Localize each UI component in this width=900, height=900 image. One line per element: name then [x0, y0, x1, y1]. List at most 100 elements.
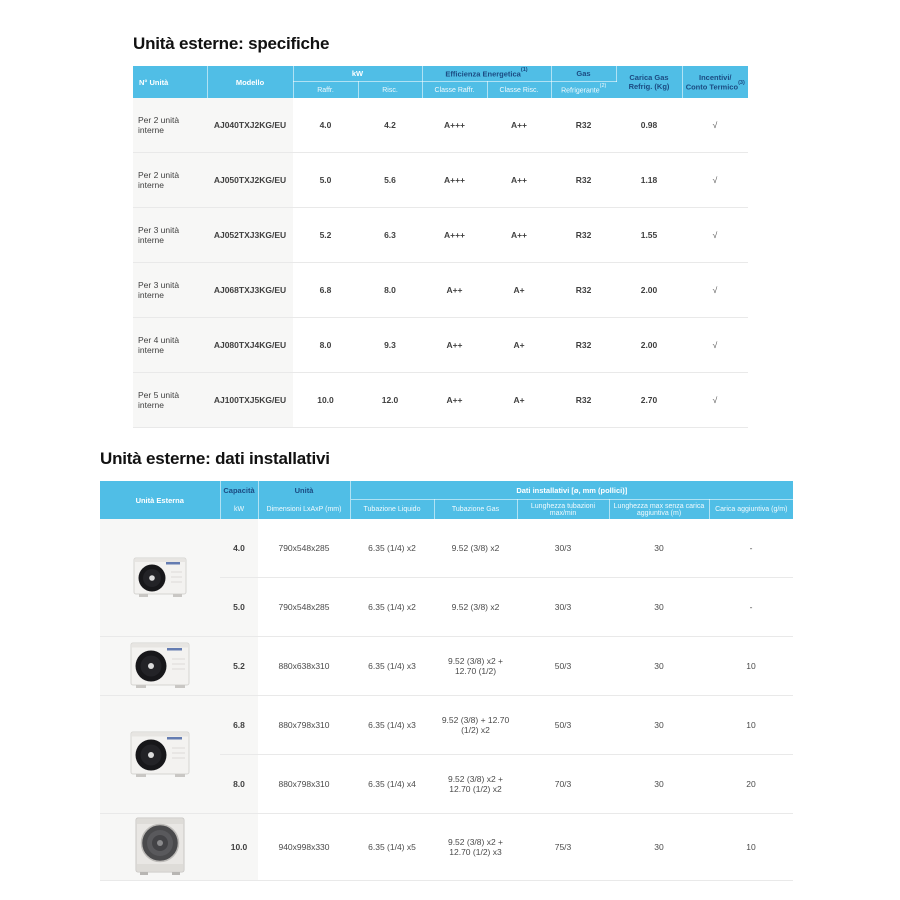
- col-header-refrigerante: Refrigerante(2): [551, 81, 616, 98]
- refrigerante-footnote: (2): [599, 83, 607, 90]
- table-cell: 6.35 (1/4) x5: [350, 813, 434, 881]
- table-cell: 9.52 (3/8) x2: [434, 577, 517, 637]
- install-table: Unità Esterna Capacità Unità Dati instal…: [100, 481, 794, 881]
- col-header-tubazione-liquido: Tubazione Liquido: [350, 499, 435, 519]
- table-cell: -: [709, 577, 794, 637]
- table-cell: A+: [487, 262, 551, 318]
- table-row: 5.0 790x548x285 6.35 (1/4) x2 9.52 (3/8) x2…: [100, 577, 794, 637]
- table-cell: 6.35 (1/4) x2: [350, 577, 434, 637]
- col-header-risc: Risc.: [358, 81, 423, 98]
- table-cell: Per 4 unità interne: [133, 317, 207, 373]
- checkmark-cell: √: [682, 372, 748, 428]
- checkmark-cell: √: [682, 98, 748, 153]
- table-cell: 30/3: [517, 519, 609, 578]
- outdoor-unit-image: [130, 731, 190, 777]
- incentivi-footnote: (3): [738, 79, 745, 86]
- table-cell: 9.52 (3/8) + 12.70 (1/2) x2: [434, 695, 517, 755]
- table-cell: 30: [609, 577, 709, 637]
- efficienza-label: Efficienza Energetica: [445, 69, 521, 79]
- table-cell: 4.0: [220, 519, 258, 578]
- table-cell: 9.52 (3/8) x2 + 12.70 (1/2) x2: [434, 754, 517, 814]
- col-group-dati-installativi: Dati installativi [ø, mm (pollici)]: [350, 481, 794, 500]
- table-cell: AJ068TXJ3KG/EU: [207, 262, 293, 318]
- install-section: Unità esterne: dati installativi Unità E…: [100, 448, 794, 881]
- table-cell: 9.3: [358, 317, 422, 373]
- table-cell: Per 3 unità interne: [133, 207, 207, 263]
- table-row: Per 4 unità interne AJ080TXJ4KG/EU 8.0 9.3 A…: [133, 317, 748, 373]
- table-cell: A++: [487, 207, 551, 263]
- table-cell: Per 5 unità interne: [133, 372, 207, 428]
- refrigerante-label: Refrigerante: [561, 87, 600, 95]
- table-cell: A++: [487, 152, 551, 208]
- table-cell: 6.35 (1/4) x2: [350, 519, 434, 578]
- outdoor-unit-image: [135, 817, 185, 875]
- col-header-unita-esterna: Unità Esterna: [100, 481, 221, 519]
- col-group-kw: kW: [293, 66, 423, 82]
- table-cell: 75/3: [517, 813, 609, 881]
- table-cell: 5.6: [358, 152, 422, 208]
- table-cell: A+++: [422, 98, 487, 153]
- table-cell: -: [709, 519, 794, 578]
- table-row: Per 3 unità interne AJ052TXJ3KG/EU 5.2 6.3 A…: [133, 207, 748, 263]
- table-cell: 5.2: [220, 636, 258, 696]
- outdoor-unit-image-cell: [100, 519, 220, 637]
- table-cell: A+++: [422, 207, 487, 263]
- spec-table-body: Per 2 unità interne AJ040TXJ2KG/EU 4.0 4.2 A…: [133, 98, 748, 428]
- table-cell: 70/3: [517, 754, 609, 814]
- table-cell: 9.52 (3/8) x2 + 12.70 (1/2) x3: [434, 813, 517, 881]
- outdoor-unit-image-cell: [100, 695, 220, 814]
- table-cell: 5.0: [293, 152, 358, 208]
- table-cell: A++: [422, 372, 487, 428]
- incentivi-line2: Conto Termico: [685, 82, 739, 92]
- table-cell: R32: [551, 372, 616, 428]
- table-cell: 0.98: [616, 98, 682, 153]
- table-cell: A++: [487, 98, 551, 153]
- table-cell: A++: [422, 262, 487, 318]
- table-cell: 5.0: [220, 577, 258, 637]
- table-cell: AJ100TXJ5KG/EU: [207, 372, 293, 428]
- checkmark-cell: √: [682, 317, 748, 373]
- table-cell: Per 2 unità interne: [133, 152, 207, 208]
- col-header-classe-risc: Classe Risc.: [487, 81, 552, 98]
- table-cell: 30: [609, 754, 709, 814]
- checkmark-cell: √: [682, 207, 748, 263]
- table-cell: 20: [709, 754, 794, 814]
- outdoor-unit-image-cell: [100, 813, 220, 881]
- table-cell: Per 3 unità interne: [133, 262, 207, 318]
- table-cell: R32: [551, 207, 616, 263]
- table-cell: AJ050TXJ2KG/EU: [207, 152, 293, 208]
- spec-section: Unità esterne: specifiche N° Unità Model…: [133, 33, 748, 428]
- table-cell: 30: [609, 519, 709, 578]
- table-cell: AJ040TXJ2KG/EU: [207, 98, 293, 153]
- col-header-carica-gas: Carica Gas Refrig. (Kg): [616, 66, 683, 98]
- col-header-modello: Modello: [207, 66, 294, 98]
- col-group-efficienza: Efficienza Energetica(1): [422, 66, 552, 82]
- table-cell: 50/3: [517, 636, 609, 696]
- table-cell: R32: [551, 262, 616, 318]
- outdoor-unit-image: [130, 642, 190, 688]
- table-cell: 6.35 (1/4) x3: [350, 695, 434, 755]
- col-header-raffr: Raffr.: [293, 81, 359, 98]
- table-cell: 1.18: [616, 152, 682, 208]
- table-cell: 4.0: [293, 98, 358, 153]
- outdoor-unit-image: [133, 557, 187, 597]
- table-row: 8.0 880x798x310 6.35 (1/4) x4 9.52 (3/8) x2…: [100, 754, 794, 814]
- table-cell: 10: [709, 636, 794, 696]
- table-cell: 50/3: [517, 695, 609, 755]
- table-cell: 2.00: [616, 262, 682, 318]
- table-cell: AJ052TXJ3KG/EU: [207, 207, 293, 263]
- table-cell: 880x638x310: [258, 636, 350, 696]
- table-cell: A+++: [422, 152, 487, 208]
- table-row: Per 3 unità interne AJ068TXJ3KG/EU 6.8 8.0 A…: [133, 262, 748, 318]
- table-cell: R32: [551, 98, 616, 153]
- table-row: 4.0 790x548x285 6.35 (1/4) x2 9.52 (3/8) x2…: [100, 519, 794, 637]
- table-cell: Per 2 unità interne: [133, 98, 207, 153]
- table-cell: 790x548x285: [258, 519, 350, 578]
- table-row: Per 2 unità interne AJ040TXJ2KG/EU 4.0 4.2 A…: [133, 98, 748, 153]
- incentivi-line1: Incentivi/: [698, 72, 732, 82]
- table-cell: R32: [551, 152, 616, 208]
- col-header-carica-aggiuntiva: Carica aggiuntiva (g/m): [709, 499, 794, 519]
- table-cell: 880x798x310: [258, 695, 350, 755]
- table-cell: 6.35 (1/4) x4: [350, 754, 434, 814]
- table-cell: 940x998x330: [258, 813, 350, 881]
